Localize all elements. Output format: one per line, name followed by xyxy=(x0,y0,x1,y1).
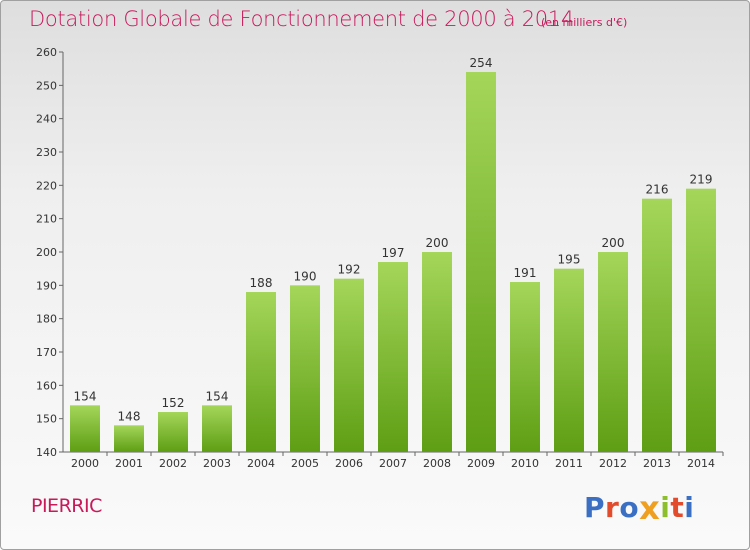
chart-unit: (en milliers d'€) xyxy=(541,16,628,29)
chart-bars xyxy=(70,72,716,452)
x-tick-label: 2012 xyxy=(599,457,627,470)
bar-2013 xyxy=(642,198,672,452)
y-tick-label: 190 xyxy=(36,279,57,292)
value-label-2007: 197 xyxy=(382,246,405,260)
x-tick-label: 2001 xyxy=(115,457,143,470)
bar-2009 xyxy=(466,72,496,452)
value-label-2006: 192 xyxy=(338,263,361,277)
value-label-2003: 154 xyxy=(206,389,229,403)
proxiti-logo: Proxiti xyxy=(584,489,695,527)
value-label-2013: 216 xyxy=(646,183,669,197)
bar-2014 xyxy=(686,188,716,452)
x-tick-label: 2007 xyxy=(379,457,407,470)
y-tick-label: 250 xyxy=(36,79,57,92)
value-label-2014: 219 xyxy=(690,173,713,187)
bar-2005 xyxy=(290,285,320,452)
bar-2010 xyxy=(510,282,540,452)
value-label-2002: 152 xyxy=(162,396,185,410)
value-label-2009: 254 xyxy=(470,56,493,70)
x-tick-label: 2009 xyxy=(467,457,495,470)
x-tick-label: 2000 xyxy=(71,457,99,470)
x-tick-label: 2004 xyxy=(247,457,275,470)
value-label-2010: 191 xyxy=(514,266,537,280)
bar-2002 xyxy=(158,412,188,452)
value-label-2000: 154 xyxy=(74,389,97,403)
y-tick-label: 230 xyxy=(36,146,57,159)
commune-name: PIERRIC xyxy=(31,495,102,517)
x-tick-label: 2002 xyxy=(159,457,187,470)
y-tick-label: 210 xyxy=(36,213,57,226)
x-tick-label: 2011 xyxy=(555,457,583,470)
bar-2004 xyxy=(246,292,276,452)
value-label-2004: 188 xyxy=(250,276,273,290)
y-tick-label: 220 xyxy=(36,179,57,192)
x-tick-label: 2008 xyxy=(423,457,451,470)
chart-value-labels: 154 148 152 154 188 190 192 197 200 254 191 195 200 2… xyxy=(74,56,713,423)
y-tick-label: 140 xyxy=(36,446,57,459)
bar-2000 xyxy=(70,405,100,452)
bar-2011 xyxy=(554,268,584,452)
y-tick-label: 180 xyxy=(36,313,57,326)
bar-2007 xyxy=(378,262,408,452)
y-tick-label: 150 xyxy=(36,413,57,426)
value-label-2001: 148 xyxy=(118,409,141,423)
bar-2001 xyxy=(114,425,144,452)
y-tick-label: 200 xyxy=(36,246,57,259)
y-tick-label: 240 xyxy=(36,113,57,126)
y-tick-label: 260 xyxy=(36,46,57,59)
x-tick-label: 2003 xyxy=(203,457,231,470)
bar-2012 xyxy=(598,252,628,452)
y-tick-label: 160 xyxy=(36,379,57,392)
x-tick-label: 2005 xyxy=(291,457,319,470)
bar-2008 xyxy=(422,252,452,452)
value-label-2012: 200 xyxy=(602,236,625,250)
bar-2003 xyxy=(202,405,232,452)
x-tick-label: 2013 xyxy=(643,457,671,470)
x-tick-label: 2010 xyxy=(511,457,539,470)
y-tick-label: 170 xyxy=(36,346,57,359)
value-label-2008: 200 xyxy=(426,236,449,250)
value-label-2005: 190 xyxy=(294,269,317,283)
chart-title: Dotation Globale de Fonctionnement de 20… xyxy=(29,7,574,31)
value-label-2011: 195 xyxy=(558,253,581,267)
chart-axes: 140 150 160 170 180 190 200 210 220 230 240 250 260 2… xyxy=(36,46,724,470)
x-tick-label: 2014 xyxy=(687,457,715,470)
x-tick-label: 2006 xyxy=(335,457,363,470)
bar-2006 xyxy=(334,278,364,452)
